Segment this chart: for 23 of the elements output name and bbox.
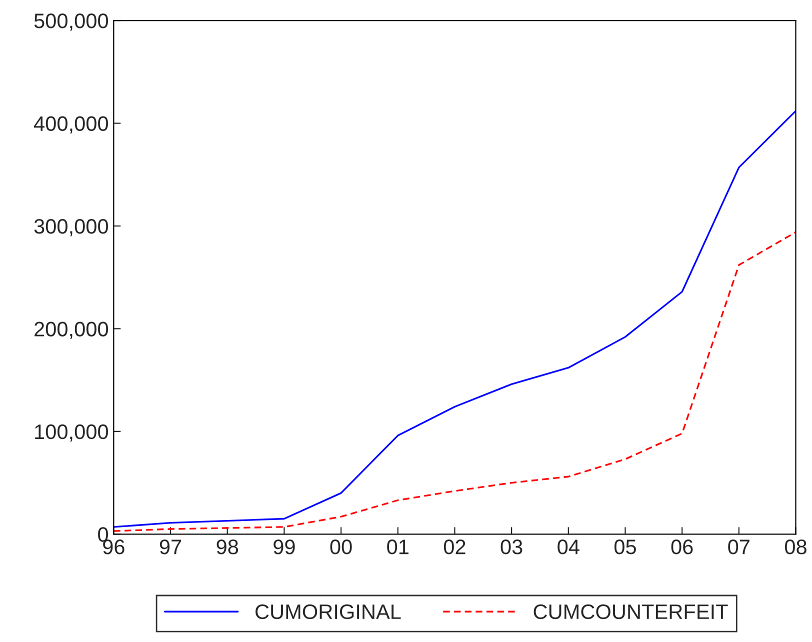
x-tick-label: 98	[216, 540, 238, 554]
line-series	[114, 110, 796, 528]
x-tick-label: 00	[330, 540, 352, 554]
x-tick-label: 02	[444, 540, 466, 554]
legend-label: CUMCOUNTERFEIT	[534, 604, 728, 620]
legend-label: CUMORIGINAL	[256, 604, 401, 620]
y-tick-label: 400,000	[34, 116, 108, 134]
y-tick-label: 200,000	[34, 322, 108, 339]
y-tick-label: 300,000	[34, 218, 108, 236]
x-tick-label: 04	[558, 540, 580, 554]
x-tick-label: 97	[160, 540, 182, 554]
x-tick-label: 07	[728, 540, 750, 554]
y-tick-label: 100,000	[35, 424, 108, 442]
x-tick-label: 01	[387, 540, 408, 554]
y-tick-label: 0	[98, 527, 108, 542]
x-tick-label: 99	[274, 540, 295, 554]
y-tick-label: 500,000	[34, 14, 108, 31]
x-tick-label: 06	[671, 540, 693, 554]
line-series	[114, 231, 796, 532]
x-tick-label: 96	[103, 540, 124, 554]
x-tick-label: 05	[614, 540, 636, 554]
x-tick-label: 03	[500, 540, 522, 554]
x-tick-label: 08	[784, 540, 806, 554]
